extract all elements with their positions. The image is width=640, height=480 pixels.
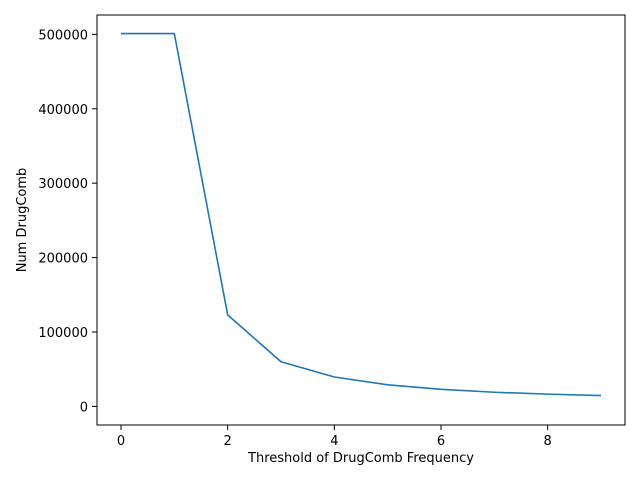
data-point-6	[440, 388, 442, 390]
x-tick-label-3: 6	[437, 434, 445, 449]
series-line-0	[121, 32, 602, 397]
y-tick-label-2: 200000	[38, 252, 88, 267]
data-point-9	[600, 395, 602, 397]
y-tick-label-0: 0	[80, 400, 88, 415]
data-point-2	[227, 314, 229, 316]
data-point-1	[174, 33, 176, 35]
series-layer	[120, 32, 602, 397]
x-tick-label-2: 4	[330, 434, 338, 449]
data-point-4	[334, 376, 336, 378]
x-axis-label: Threshold of DrugComb Frequency	[247, 451, 474, 466]
y-axis-label: Num DrugComb	[15, 168, 30, 273]
x-axis-ticks: 0 2 4 6 8	[117, 425, 552, 449]
data-point-7	[494, 391, 496, 393]
y-tick-label-3: 300000	[38, 177, 88, 192]
y-axis-ticks: 0 100000 200000 300000 400000 500000	[38, 28, 97, 415]
data-point-8	[547, 393, 549, 395]
plot-area	[97, 15, 625, 425]
data-point-0	[120, 33, 122, 35]
data-point-3	[280, 361, 282, 363]
x-tick-label-0: 0	[117, 434, 125, 449]
x-tick-label-4: 8	[544, 434, 552, 449]
plot-frame	[96, 14, 626, 426]
y-tick-label-1: 100000	[38, 326, 88, 341]
y-tick-label-5: 500000	[38, 28, 88, 43]
y-tick-label-4: 400000	[38, 103, 88, 118]
x-tick-label-1: 2	[224, 434, 232, 449]
data-point-5	[387, 384, 389, 386]
